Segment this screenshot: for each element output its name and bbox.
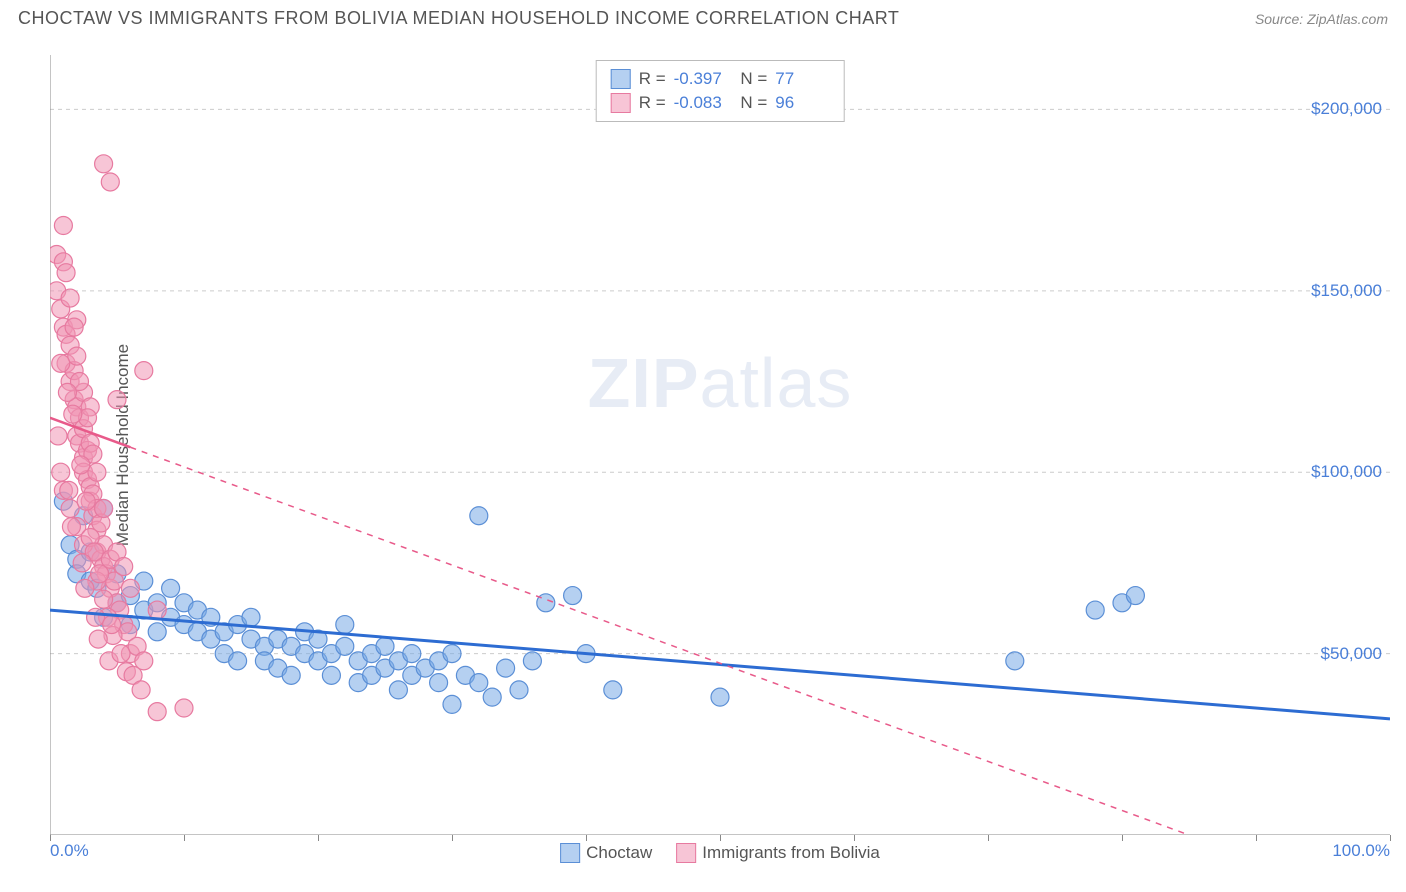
chart-header: CHOCTAW VS IMMIGRANTS FROM BOLIVIA MEDIA…: [0, 0, 1406, 33]
r-label: R =: [639, 69, 666, 89]
n-value-1: 77: [775, 69, 829, 89]
x-tick-mark: [720, 835, 721, 841]
legend-label-2: Immigrants from Bolivia: [702, 843, 880, 863]
x-tick-mark: [452, 835, 453, 841]
x-tick-mark: [184, 835, 185, 841]
x-tick-label: 100.0%: [1332, 841, 1390, 861]
legend-swatch-1: [560, 843, 580, 863]
chart-title: CHOCTAW VS IMMIGRANTS FROM BOLIVIA MEDIA…: [18, 8, 899, 29]
y-tick-label: $150,000: [1311, 281, 1382, 301]
scatter-plot: [50, 55, 1390, 835]
x-tick-mark: [988, 835, 989, 841]
n-value-2: 96: [775, 93, 829, 113]
n-label: N =: [736, 69, 768, 89]
legend-item-2: Immigrants from Bolivia: [676, 843, 880, 863]
r-label: R =: [639, 93, 666, 113]
stats-row-2: R = -0.083 N = 96: [611, 91, 830, 115]
x-tick-mark: [1390, 835, 1391, 841]
bottom-legend: Choctaw Immigrants from Bolivia: [560, 843, 880, 863]
swatch-series-2: [611, 93, 631, 113]
x-tick-mark: [586, 835, 587, 841]
x-tick-label: 0.0%: [50, 841, 89, 861]
legend-item-1: Choctaw: [560, 843, 652, 863]
swatch-series-1: [611, 69, 631, 89]
r-value-1: -0.397: [674, 69, 728, 89]
x-tick-mark: [854, 835, 855, 841]
y-tick-label: $100,000: [1311, 462, 1382, 482]
stats-legend-box: R = -0.397 N = 77 R = -0.083 N = 96: [596, 60, 845, 122]
y-tick-label: $50,000: [1321, 644, 1382, 664]
y-tick-label: $200,000: [1311, 99, 1382, 119]
x-tick-mark: [318, 835, 319, 841]
r-value-2: -0.083: [674, 93, 728, 113]
legend-swatch-2: [676, 843, 696, 863]
x-tick-mark: [1122, 835, 1123, 841]
legend-label-1: Choctaw: [586, 843, 652, 863]
stats-row-1: R = -0.397 N = 77: [611, 67, 830, 91]
chart-source: Source: ZipAtlas.com: [1255, 11, 1388, 27]
chart-area: Median Household Income ZIPatlas R = -0.…: [50, 55, 1390, 835]
x-tick-mark: [1256, 835, 1257, 841]
n-label: N =: [736, 93, 768, 113]
